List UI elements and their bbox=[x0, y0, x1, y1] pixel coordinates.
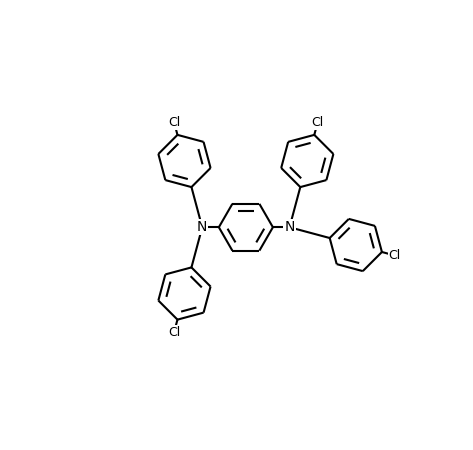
Text: N: N bbox=[197, 220, 207, 234]
Text: Cl: Cl bbox=[168, 116, 180, 129]
Text: Cl: Cl bbox=[388, 249, 401, 262]
Text: Cl: Cl bbox=[168, 326, 180, 339]
Text: N: N bbox=[284, 220, 295, 234]
Text: Cl: Cl bbox=[312, 116, 324, 129]
